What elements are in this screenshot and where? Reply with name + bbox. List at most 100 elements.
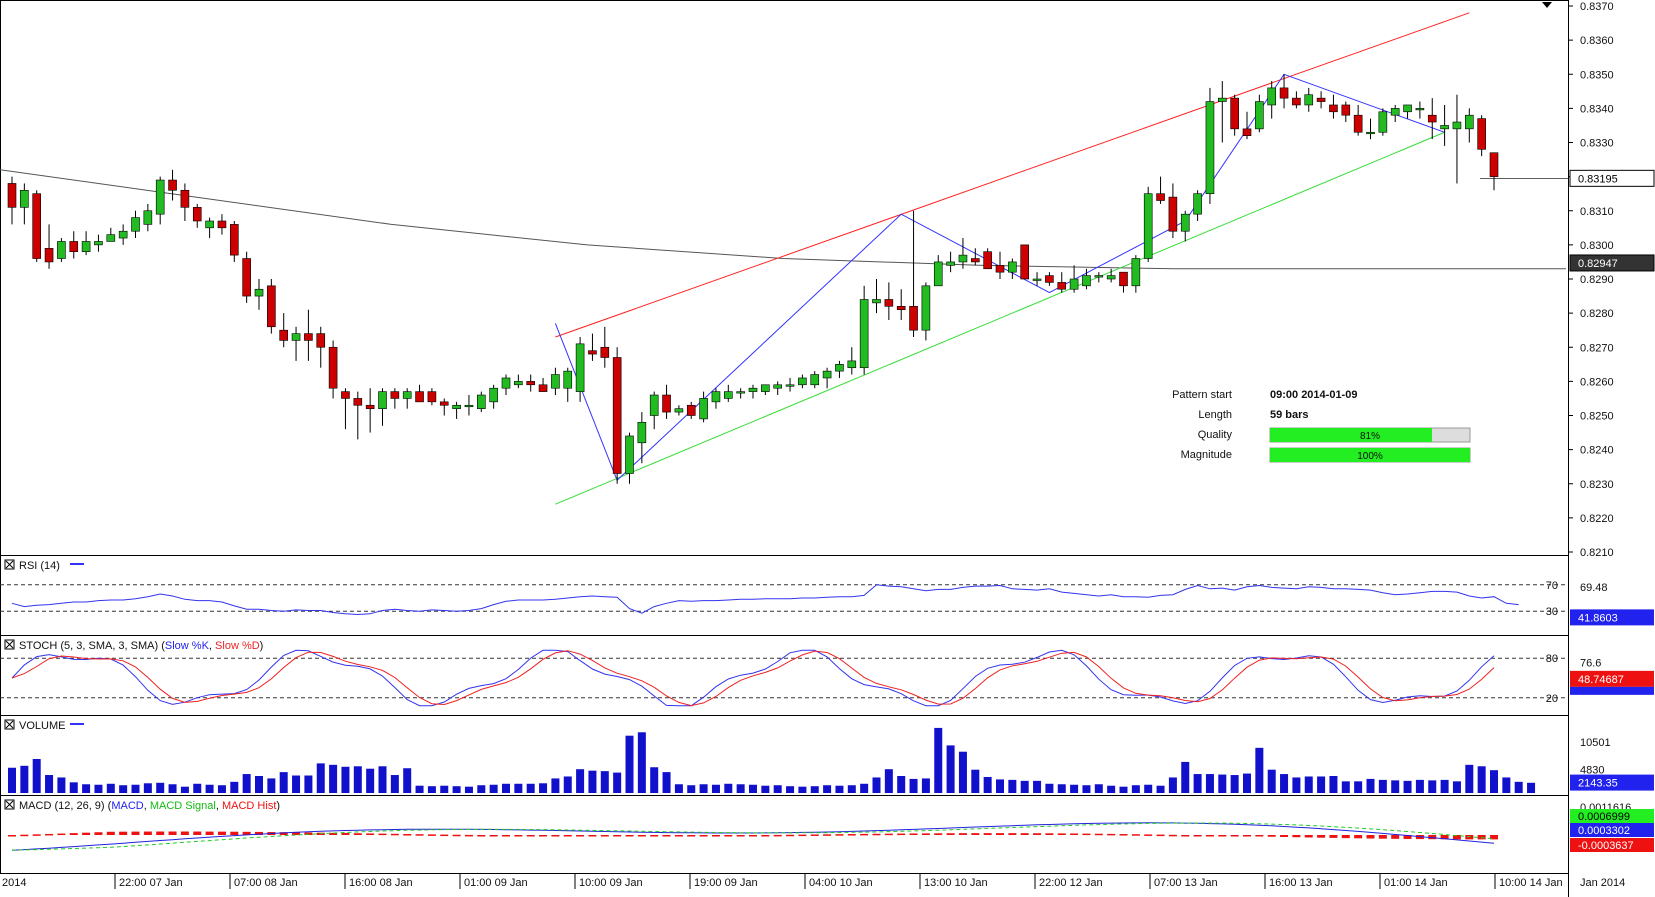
macd-hist-bar (1304, 835, 1313, 838)
stoch-level-label: 20 (1546, 693, 1558, 705)
candle-body (847, 360, 857, 369)
volume-readout: 2143.35 (1578, 778, 1618, 790)
candle-body (205, 220, 214, 229)
macd-hist-bar (452, 834, 461, 837)
volume-bar (600, 771, 609, 793)
volume-bar (1502, 777, 1511, 793)
time-tick-label: 07:00 08 Jan (234, 877, 298, 889)
candle-body (20, 189, 29, 208)
macd-hist-bar (279, 832, 288, 835)
volume-bar (897, 776, 906, 793)
checkbox-x-icon (5, 720, 14, 729)
rsi-level-label: 30 (1546, 606, 1558, 618)
macd-hist-bar (403, 834, 412, 836)
macd-hist-bar (613, 835, 622, 837)
volume-bar (304, 775, 313, 793)
candle-body (1094, 275, 1104, 278)
candle-body (69, 241, 79, 252)
macd-hist-bar (1168, 834, 1177, 837)
candle-body (1329, 104, 1338, 113)
volume-bar (341, 766, 350, 793)
volume-bar (1292, 777, 1301, 793)
macd-hist-bar (1094, 833, 1103, 836)
macd-hist-bar (69, 833, 78, 835)
macd-hist-bar (1082, 833, 1091, 836)
candle-body (1427, 114, 1437, 123)
volume-bar (872, 777, 881, 793)
macd-hist-bar (242, 831, 251, 835)
volume-bar (749, 784, 757, 793)
quality-bar-fill (1270, 428, 1432, 442)
candle-body (909, 305, 918, 331)
candle-body (291, 333, 301, 341)
volume-bar (1205, 774, 1214, 793)
volume-bar (1168, 777, 1177, 793)
macd-hist-bar (996, 833, 1004, 835)
volume-bar (921, 778, 930, 793)
macd-hist-bar (1317, 835, 1326, 838)
volume-bar (193, 783, 202, 793)
macd-hist-bar (1205, 835, 1214, 837)
macd-hist-bar (650, 835, 659, 837)
candle-body (1279, 87, 1289, 99)
volume-bar (514, 783, 523, 793)
volume-bar (57, 777, 66, 793)
candle-body (1316, 97, 1326, 102)
magnitude-label: Magnitude (1181, 449, 1232, 461)
volume-bar (736, 784, 745, 793)
candle-body (1452, 121, 1462, 130)
pattern-start-value: 09:00 2014-01-09 (1270, 389, 1357, 401)
macd-hist-bar (1070, 833, 1079, 835)
macd-hist-bar (1144, 834, 1153, 836)
stoch-k-line (11, 649, 1495, 707)
macd-hist-bar (699, 835, 708, 837)
macd-hist-bar (1181, 835, 1190, 837)
macd-hist-bar (551, 835, 560, 837)
rsi-toggle-icon (4, 559, 15, 570)
candle-body (402, 391, 412, 399)
macd-hist-bar (946, 833, 955, 835)
macd-hist-bar (329, 832, 338, 835)
stoch-title: STOCH (5, 3, SMA, 3, SMA) (Slow %K, Slow… (19, 640, 263, 652)
lower-trendline-green (555, 131, 1445, 505)
macd-hist-bar (1490, 835, 1498, 840)
volume-bar (674, 784, 683, 793)
macd-hist-bar (872, 833, 881, 836)
macd-hist-bar (1465, 835, 1474, 840)
macd-hist-bar (1329, 835, 1338, 838)
macd-hist-bar (1255, 835, 1264, 837)
volume-bar (1490, 770, 1498, 793)
volume-bar (205, 784, 214, 793)
volume-bar (563, 776, 572, 793)
macd-hist-bar (749, 835, 757, 837)
rsi-readout-current: 41.8603 (1578, 612, 1618, 624)
volume-bar (1057, 784, 1066, 793)
volume-bar (786, 786, 795, 793)
candle-body (254, 288, 264, 297)
candle-body (551, 374, 560, 389)
macd-hist-bar (1452, 835, 1461, 840)
candle-body (1131, 258, 1141, 287)
volume-bar (860, 783, 869, 793)
candle-body (625, 435, 634, 474)
candle-body (1008, 261, 1017, 273)
macd-hist-bar (378, 833, 387, 836)
candle-body (674, 408, 684, 413)
volume-bar (415, 785, 424, 793)
macd-hist-bar (971, 833, 980, 835)
volume-bar (539, 783, 548, 793)
volume-bar (1329, 776, 1338, 793)
price-tick-label: 0.8340 (1580, 103, 1614, 115)
volume-bar (909, 778, 918, 793)
price-tick-label: 0.8350 (1580, 69, 1614, 81)
volume-bar (427, 786, 436, 793)
candle-body (328, 346, 338, 389)
macd-signal-readout-box (1570, 809, 1654, 823)
candle-body (1465, 114, 1474, 130)
macd-hist-bar (94, 832, 103, 835)
candle-body (267, 285, 276, 328)
volume-bar (724, 783, 733, 793)
candle-body (1440, 125, 1449, 130)
volume-bar (835, 785, 844, 793)
candle-body (1341, 104, 1351, 116)
